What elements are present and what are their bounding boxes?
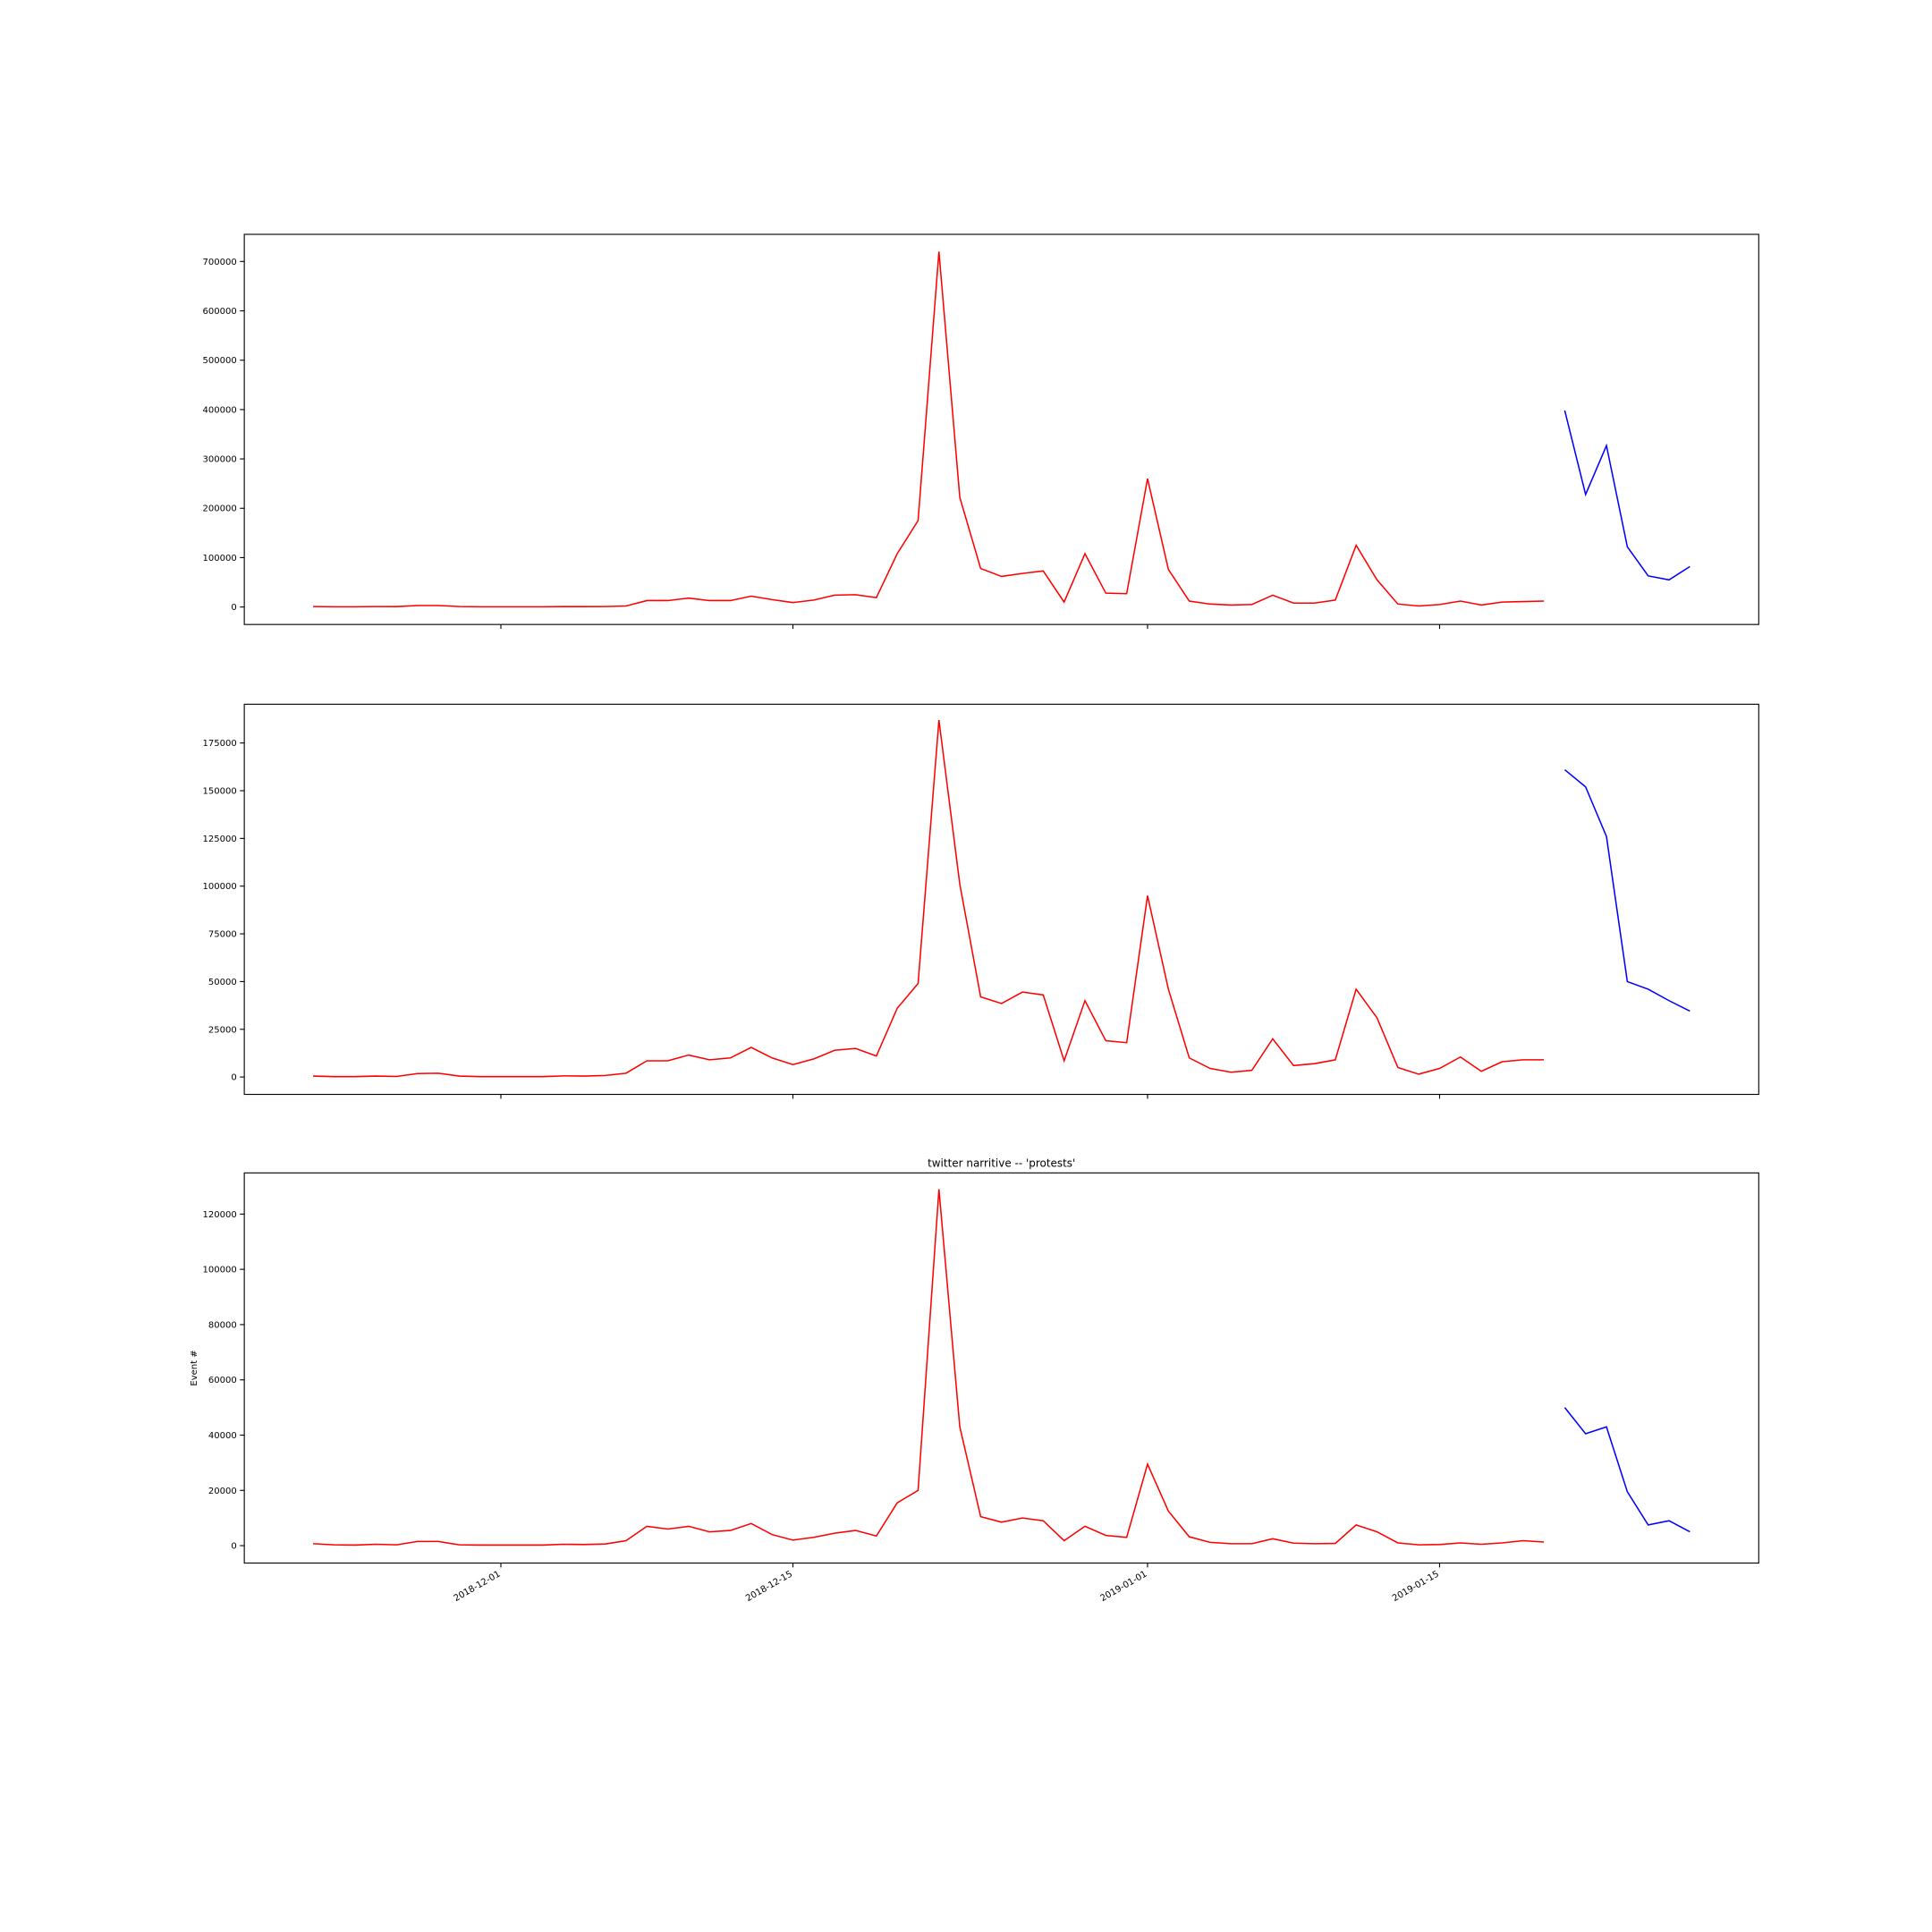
y-tick-label: 700000 — [203, 258, 237, 267]
data-line — [1563, 768, 1690, 1013]
axes-frame — [243, 1172, 1759, 1564]
y-tick-label: 25000 — [208, 1025, 237, 1035]
y-tick-label: 600000 — [203, 307, 237, 317]
y-tick-label: 150000 — [203, 787, 237, 797]
y-tick-label: 500000 — [203, 356, 237, 366]
y-tick-label: 40000 — [208, 1431, 237, 1441]
y-tick-label: 175000 — [203, 739, 237, 749]
data-line — [1563, 1407, 1690, 1533]
y-axis-label: Event # — [190, 1350, 199, 1385]
y-tick-label: 60000 — [208, 1376, 237, 1385]
data-line — [1563, 410, 1690, 581]
y-tick-label: 300000 — [203, 455, 237, 465]
y-tick-label: 200000 — [203, 504, 237, 514]
x-tick-label: 2018-12-01 — [453, 1570, 503, 1605]
y-tick-label: 80000 — [208, 1320, 237, 1330]
y-tick-label: 100000 — [203, 554, 237, 564]
y-tick-label: 20000 — [208, 1487, 237, 1496]
y-tick-label: 400000 — [203, 405, 237, 415]
y-tick-label: 75000 — [208, 930, 237, 940]
y-tick-label: 120000 — [203, 1210, 237, 1220]
x-tick-label: 2019-01-01 — [1099, 1570, 1149, 1605]
axes-frame — [243, 703, 1759, 1096]
x-tick-label: 2018-12-15 — [744, 1570, 794, 1605]
data-line — [313, 1189, 1545, 1546]
y-tick-label: 50000 — [208, 978, 237, 987]
axes-frame — [243, 233, 1759, 625]
y-tick-label: 0 — [231, 1542, 236, 1552]
chart-title: twitter narritive -- 'protests' — [928, 1157, 1075, 1169]
y-tick-label: 100000 — [203, 1266, 237, 1275]
data-line — [313, 719, 1545, 1078]
y-tick-label: 125000 — [203, 835, 237, 844]
y-tick-label: 0 — [231, 603, 236, 613]
x-tick-label: 2019-01-15 — [1391, 1570, 1441, 1605]
data-line — [313, 251, 1545, 608]
y-tick-label: 0 — [231, 1073, 236, 1083]
y-tick-label: 100000 — [203, 882, 237, 892]
